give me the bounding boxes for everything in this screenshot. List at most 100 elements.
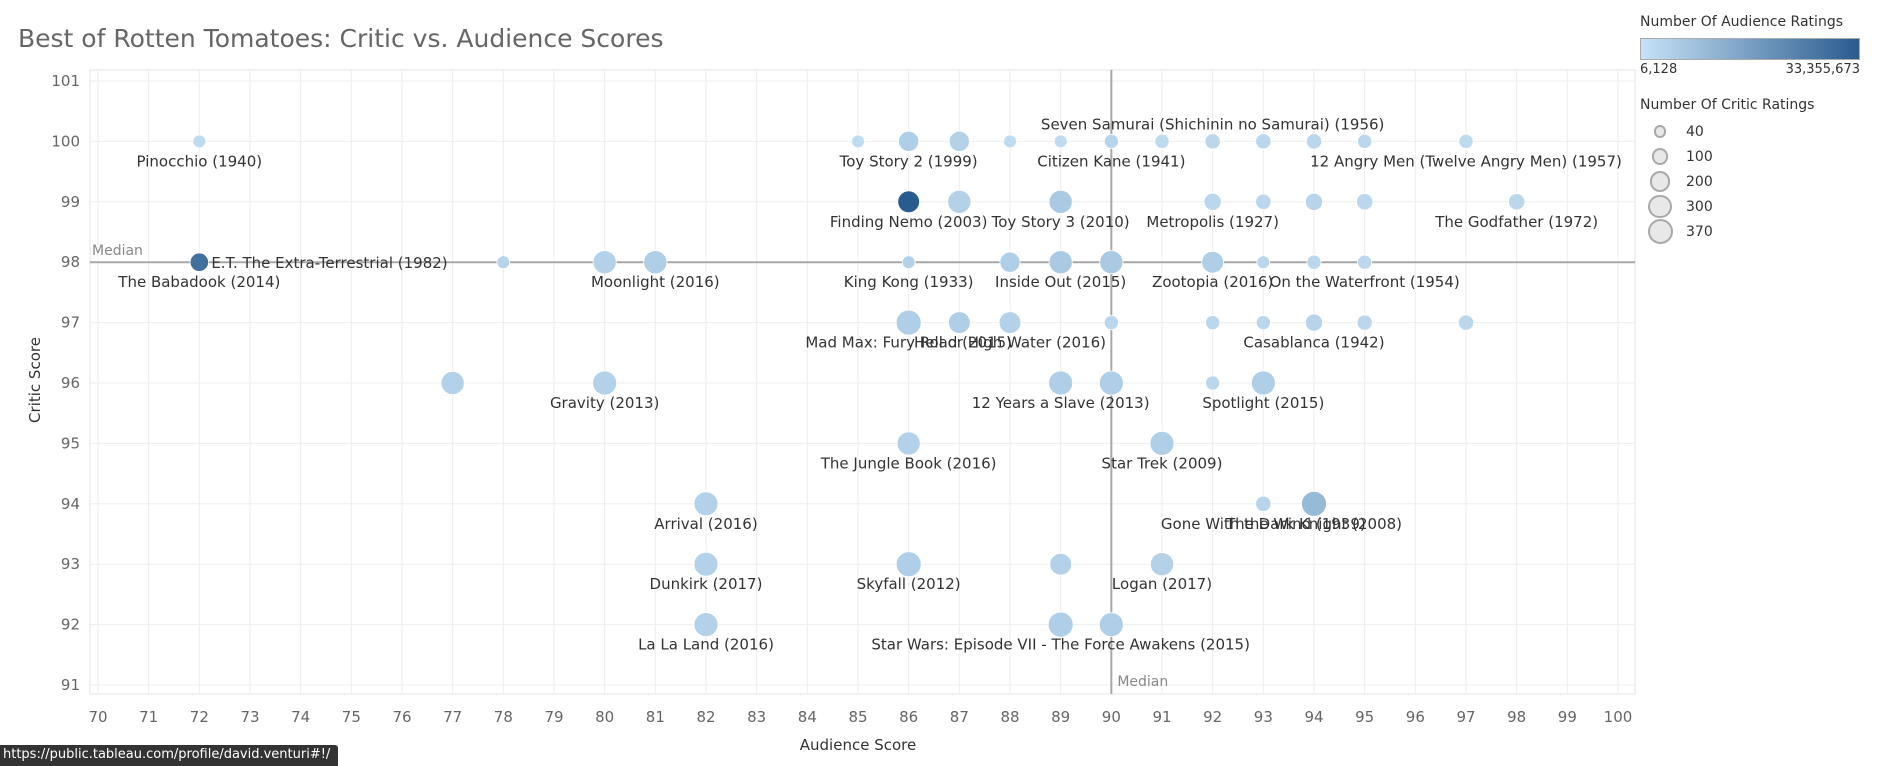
data-point[interactable] — [896, 431, 921, 456]
data-point[interactable] — [1047, 611, 1074, 638]
data-point-label: Toy Story 3 (2010) — [991, 213, 1130, 231]
data-point[interactable] — [1250, 370, 1276, 396]
x-tick-label: 85 — [848, 708, 867, 726]
data-point[interactable] — [1048, 189, 1073, 214]
data-point[interactable] — [1204, 133, 1221, 150]
data-point[interactable] — [693, 551, 719, 577]
data-point[interactable] — [1154, 133, 1170, 149]
grid — [89, 69, 1636, 695]
size-legend-dot-box — [1640, 194, 1680, 219]
data-point[interactable] — [496, 255, 511, 270]
data-point[interactable] — [1357, 133, 1373, 149]
size-legend-dot-box — [1640, 219, 1680, 244]
data-point[interactable] — [1301, 490, 1327, 517]
data-point[interactable] — [1458, 133, 1474, 149]
data-point[interactable] — [1201, 250, 1224, 274]
size-legend-label: 100 — [1686, 148, 1713, 165]
size-legend-label: 40 — [1686, 123, 1704, 140]
size-legend-item[interactable]: 370 — [1640, 219, 1880, 244]
data-point-label: On the Waterfront (1954) — [1270, 273, 1460, 291]
color-legend-title: Number Of Audience Ratings — [1640, 14, 1843, 30]
data-points[interactable] — [189, 130, 1526, 638]
data-point[interactable] — [693, 612, 719, 637]
x-tick-label: 73 — [240, 708, 259, 726]
size-legend-dot-box — [1640, 148, 1680, 165]
size-legend-item[interactable]: 300 — [1640, 194, 1880, 219]
data-point[interactable] — [1255, 315, 1271, 331]
data-point[interactable] — [898, 130, 920, 152]
data-point[interactable] — [999, 251, 1021, 273]
data-point[interactable] — [1357, 254, 1373, 270]
color-gradient-bar[interactable] — [1640, 38, 1860, 60]
y-tick-label: 97 — [61, 314, 80, 332]
data-point[interactable] — [1048, 250, 1073, 275]
data-point[interactable] — [1255, 193, 1272, 210]
data-point[interactable] — [1099, 250, 1124, 275]
data-point[interactable] — [948, 311, 971, 334]
x-tick-label: 78 — [494, 708, 513, 726]
data-point[interactable] — [1149, 552, 1175, 577]
x-tick-label: 90 — [1102, 708, 1121, 726]
data-point[interactable] — [1048, 370, 1074, 396]
data-point-label: The Babadook (2014) — [117, 273, 280, 291]
size-legend-item[interactable]: 200 — [1640, 169, 1880, 194]
y-tick-label: 100 — [51, 132, 80, 150]
data-point[interactable] — [1508, 193, 1526, 211]
data-point[interactable] — [192, 134, 207, 149]
data-point-label: E.T. The Extra-Terrestrial (1982) — [211, 254, 447, 272]
data-point[interactable] — [693, 491, 719, 517]
x-tick-label: 88 — [1000, 708, 1019, 726]
x-axis-title: Audience Score — [800, 736, 916, 754]
data-point[interactable] — [1457, 314, 1475, 331]
x-tick-label: 87 — [950, 708, 969, 726]
data-point[interactable] — [998, 311, 1022, 334]
data-point-label: Casablanca (1942) — [1243, 334, 1384, 352]
data-point-label: Spotlight (2015) — [1202, 394, 1324, 412]
data-point[interactable] — [895, 551, 922, 578]
data-point[interactable] — [1049, 552, 1072, 576]
chart-title: Best of Rotten Tomatoes: Critic vs. Audi… — [18, 24, 664, 53]
data-point[interactable] — [851, 134, 865, 149]
data-point[interactable] — [948, 130, 970, 152]
data-point[interactable] — [592, 370, 618, 396]
size-legend-item[interactable]: 100 — [1640, 144, 1880, 169]
data-point[interactable] — [1306, 254, 1322, 270]
data-point[interactable] — [1103, 315, 1119, 331]
data-point[interactable] — [947, 189, 972, 214]
data-point[interactable] — [1203, 192, 1222, 211]
data-point[interactable] — [897, 190, 920, 214]
data-point[interactable] — [895, 309, 922, 336]
data-point[interactable] — [1305, 133, 1323, 150]
data-point[interactable] — [1356, 314, 1373, 331]
data-point[interactable] — [1356, 193, 1374, 211]
data-point[interactable] — [901, 255, 916, 270]
data-point[interactable] — [1304, 313, 1324, 332]
data-point[interactable] — [1003, 134, 1017, 149]
data-point[interactable] — [1255, 133, 1272, 150]
data-point-label: La La Land (2016) — [638, 636, 774, 654]
data-point[interactable] — [1205, 375, 1221, 391]
data-point[interactable] — [1205, 315, 1221, 331]
size-legend: Number Of Critic Ratings 40 100 200 300 370 — [1640, 97, 1880, 244]
data-point[interactable] — [1149, 431, 1175, 456]
data-point[interactable] — [1256, 255, 1271, 270]
plot-area — [89, 69, 1636, 695]
data-point[interactable] — [1053, 134, 1068, 149]
data-point[interactable] — [643, 250, 668, 275]
data-point-label: The Godfather (1972) — [1434, 213, 1598, 231]
data-point[interactable] — [592, 250, 617, 275]
data-point[interactable] — [1098, 370, 1124, 396]
data-point-label: Toy Story 2 (1999) — [839, 152, 978, 170]
x-tick-label: 79 — [544, 708, 563, 726]
data-point-label: 12 Angry Men (Twelve Angry Men) (1957) — [1310, 152, 1622, 170]
color-max-label: 33,355,673 — [1785, 62, 1860, 77]
data-point[interactable] — [189, 252, 209, 272]
data-point[interactable] — [1103, 133, 1119, 149]
data-point[interactable] — [1255, 495, 1272, 512]
data-point[interactable] — [1304, 192, 1324, 211]
y-tick-label: 92 — [61, 616, 80, 634]
size-legend-item[interactable]: 40 — [1640, 119, 1880, 144]
data-point[interactable] — [1098, 612, 1124, 637]
data-point[interactable] — [440, 370, 465, 396]
data-point-label: Dunkirk (2017) — [650, 575, 763, 593]
